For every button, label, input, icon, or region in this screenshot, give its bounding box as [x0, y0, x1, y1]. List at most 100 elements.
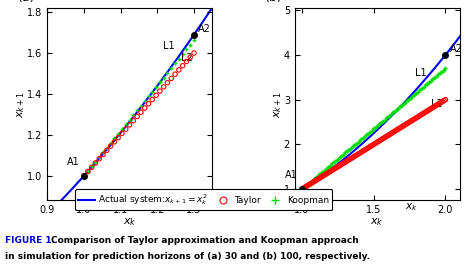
Point	[137, 103, 145, 108]
Text: L1: L1	[163, 41, 174, 51]
Point	[182, 47, 190, 52]
Point	[186, 55, 194, 59]
Point	[91, 160, 99, 164]
Point	[330, 167, 337, 171]
Point	[433, 73, 440, 78]
Point	[302, 184, 310, 189]
Point	[398, 103, 406, 107]
Point	[378, 120, 385, 124]
Point	[413, 116, 420, 120]
Point	[347, 146, 355, 150]
Point	[167, 76, 175, 81]
Point	[405, 97, 413, 101]
Point	[404, 121, 411, 125]
Point	[328, 168, 336, 172]
Point	[402, 122, 410, 126]
Point	[414, 115, 422, 119]
Point	[431, 104, 439, 108]
Point	[410, 93, 417, 97]
Point	[376, 138, 384, 142]
Point	[427, 107, 435, 111]
Point	[339, 162, 346, 166]
Point	[324, 165, 332, 169]
Point	[379, 119, 387, 123]
Point	[145, 94, 152, 98]
Point	[390, 130, 397, 134]
Point	[80, 174, 88, 178]
Point	[357, 150, 365, 154]
Point	[417, 87, 425, 91]
Point	[179, 52, 186, 56]
Text: (a): (a)	[18, 0, 35, 4]
Point	[442, 66, 449, 70]
Text: L2: L2	[431, 99, 443, 109]
Text: Comparison of Taylor approximation and Koopman approach: Comparison of Taylor approximation and K…	[51, 236, 359, 245]
Point	[95, 155, 103, 159]
Point	[190, 38, 198, 42]
Point	[323, 166, 330, 171]
X-axis label: $x_k$: $x_k$	[123, 217, 137, 228]
Point	[300, 186, 307, 190]
Point	[141, 99, 148, 103]
Point	[400, 124, 407, 128]
Point	[316, 176, 323, 180]
Point	[401, 100, 409, 105]
Point	[364, 132, 371, 136]
Point	[426, 107, 433, 112]
Y-axis label: $x_{k+1}$: $x_{k+1}$	[15, 91, 27, 118]
Point	[339, 153, 346, 157]
Point	[434, 72, 442, 77]
Point	[342, 160, 349, 164]
Point	[375, 122, 383, 127]
Point	[359, 136, 367, 140]
Point	[175, 57, 182, 61]
Point	[345, 158, 352, 162]
Text: A1: A1	[285, 170, 298, 180]
Point	[352, 154, 359, 158]
Point	[440, 68, 448, 72]
Point	[313, 175, 320, 179]
Point	[365, 131, 373, 135]
Point	[366, 144, 374, 149]
Point	[408, 94, 416, 99]
Point	[156, 89, 164, 93]
Point	[103, 148, 110, 152]
Point	[413, 91, 420, 95]
Point	[190, 51, 198, 55]
Y-axis label: $x_{k+1}$: $x_{k+1}$	[272, 91, 284, 118]
Point	[369, 127, 377, 131]
Point	[421, 83, 429, 88]
Point	[164, 80, 171, 85]
Point	[369, 143, 377, 147]
Point	[371, 142, 378, 146]
Point	[160, 85, 167, 89]
Point	[307, 180, 314, 184]
Point	[407, 96, 414, 100]
Point	[419, 86, 426, 90]
Point	[397, 125, 404, 130]
Point	[148, 97, 156, 102]
Point	[428, 77, 436, 81]
Point	[356, 138, 364, 142]
Point	[439, 69, 447, 73]
Point	[395, 127, 403, 131]
Point	[417, 113, 425, 117]
Legend: Actual system:$x_{k+1}=x_k^2$, Taylor, Koopman: Actual system:$x_{k+1}=x_k^2$, Taylor, K…	[75, 189, 332, 210]
Point	[442, 97, 449, 102]
Point	[304, 183, 311, 188]
Point	[298, 187, 306, 191]
Point	[129, 113, 137, 117]
Point	[359, 149, 367, 153]
Point	[301, 184, 309, 189]
Point	[320, 169, 328, 173]
Point	[145, 102, 152, 106]
Point	[118, 131, 126, 136]
Point	[175, 68, 182, 72]
Point	[405, 120, 413, 124]
Point	[395, 105, 403, 109]
Point	[311, 179, 319, 183]
Point	[346, 147, 354, 151]
Point	[398, 125, 406, 129]
Point	[357, 137, 365, 141]
Point	[333, 165, 340, 170]
